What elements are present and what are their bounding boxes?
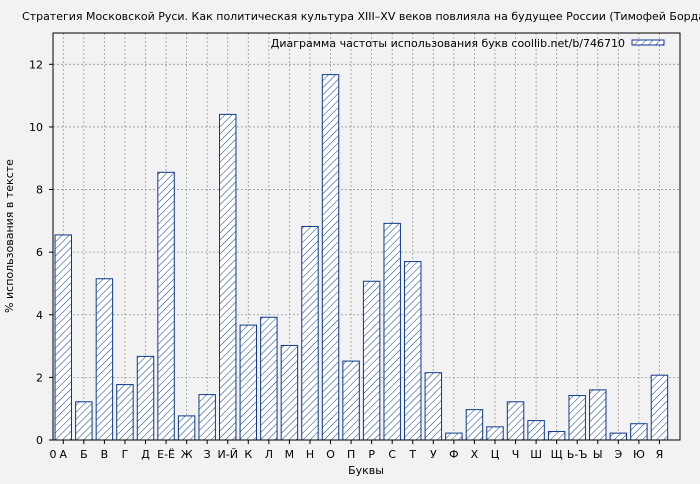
bar-О [321, 74, 340, 441]
bar-Ж [177, 415, 196, 441]
x-tick-label: У [430, 448, 437, 461]
bar-М [280, 344, 299, 441]
bar-Щ [547, 431, 566, 441]
x-tick-label: Ь-Ъ [567, 448, 588, 461]
bar-А [54, 234, 73, 441]
legend-swatch [631, 39, 665, 46]
bar-П [342, 360, 360, 441]
y-tick-label: 0 [36, 434, 43, 447]
x-tick-label: С [388, 448, 396, 461]
x-tick-label: Б [80, 448, 88, 461]
x-tick-label: Ц [491, 448, 500, 461]
x-tick-label: Д [141, 448, 150, 461]
x-tick-label: Ю [633, 448, 645, 461]
x-tick-label: Э [614, 448, 622, 461]
x-tick-label: Т [408, 448, 416, 461]
bar-Т [404, 261, 422, 441]
bar-С [383, 222, 401, 441]
y-tick-label: 2 [36, 371, 43, 384]
y-axis-label: % использования в тексте [3, 159, 16, 313]
chart-title: Стратегия Московской Руси. Как политичес… [22, 10, 700, 23]
x-tick-label: З [204, 448, 211, 461]
bar-Б [75, 401, 93, 441]
x-tick-label: К [244, 448, 252, 461]
x-tick-label: О [326, 448, 335, 461]
y-tick-label: 4 [36, 309, 43, 322]
bars [54, 74, 669, 441]
x-tick-label: Щ [551, 448, 563, 461]
bar-Ф [445, 432, 463, 441]
bar-Ы [589, 389, 607, 441]
bar-Я [650, 374, 669, 441]
y-tick-label: 10 [29, 121, 43, 134]
bar-Э [609, 432, 628, 441]
x-tick-label: И-Й [218, 448, 238, 461]
x-tick-label: А [60, 448, 68, 461]
x-tick-label: Ж [181, 448, 193, 461]
legend: Диаграмма частоты использования букв coo… [271, 37, 665, 50]
x-tick-label: Н [306, 448, 314, 461]
x-tick-label: М [285, 448, 295, 461]
legend-label: Диаграмма частоты использования букв coo… [271, 37, 625, 50]
bar-Ь-Ъ [568, 395, 586, 441]
bar-Р [362, 280, 381, 441]
x-tick-label: Р [368, 448, 375, 461]
x-tick-label: П [347, 448, 355, 461]
bar-Н [301, 225, 319, 441]
x-origin-label: 0 [50, 448, 57, 461]
bar-З [198, 394, 216, 441]
bar-Ч [506, 401, 525, 441]
bar-Ц [486, 426, 504, 441]
x-tick-label: Ф [449, 448, 458, 461]
y-tick-label: 12 [29, 58, 43, 71]
bar-Х [465, 409, 484, 441]
x-tick-label: В [101, 448, 109, 461]
bar-В [95, 278, 114, 441]
plot-frame [52, 32, 681, 441]
bar-Д [136, 355, 155, 441]
x-tick-label: Ч [512, 448, 520, 461]
y-tick-label: 8 [36, 184, 43, 197]
x-tick-label: Л [265, 448, 273, 461]
x-axis-label: Буквы [348, 464, 384, 477]
bar-Ю [630, 423, 648, 441]
bar-Ш [527, 420, 545, 441]
bar-К [239, 324, 258, 441]
bar-Е-Ё [157, 171, 175, 441]
x-tick-label: Я [656, 448, 664, 461]
x-tick-label: Г [122, 448, 129, 461]
x-tick-label: Х [471, 448, 479, 461]
y-tick-label: 6 [36, 246, 43, 259]
bar-И-Й [219, 113, 237, 441]
x-tick-label: Е-Ё [157, 448, 175, 461]
bar-Л [260, 316, 278, 441]
x-tick-label: Ш [530, 448, 542, 461]
x-tick-label: Ы [593, 448, 603, 461]
bar-Г [116, 384, 134, 441]
bar-У [424, 372, 443, 441]
